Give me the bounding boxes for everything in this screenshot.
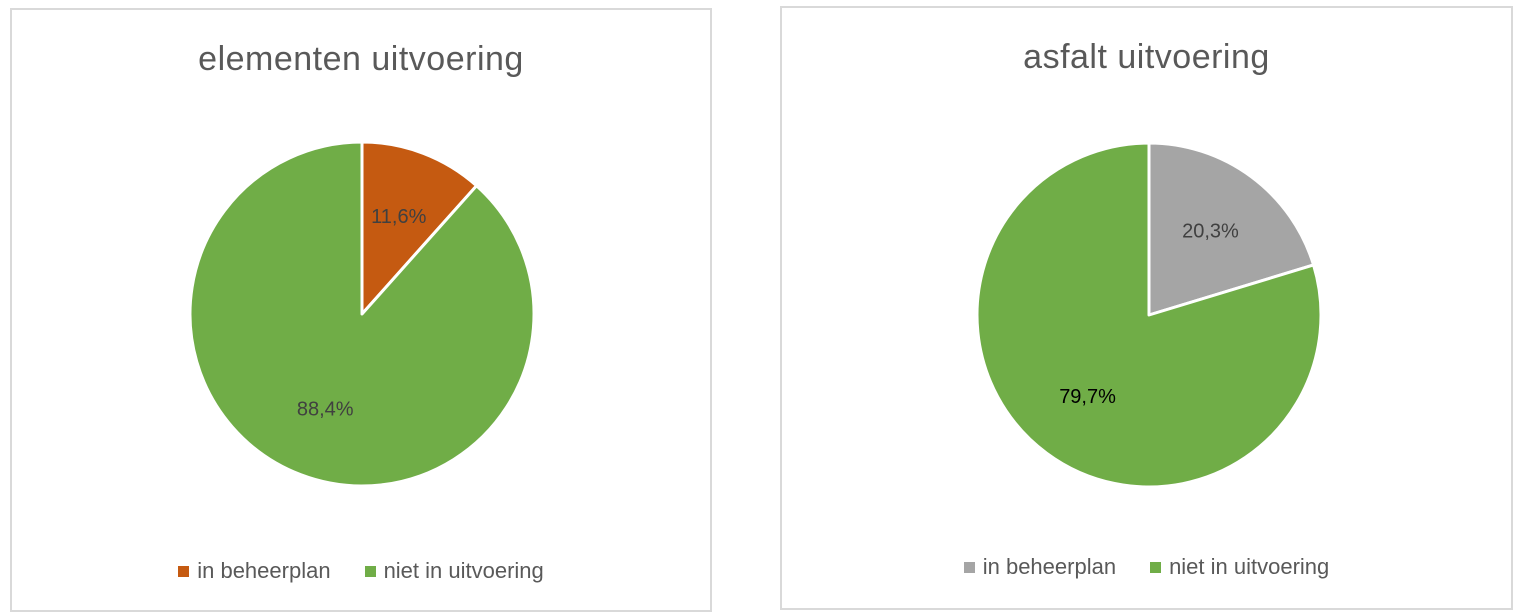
chart-title: elementen uitvoering (198, 40, 524, 78)
legend-label: niet in uitvoering (1169, 554, 1330, 579)
legend-item-niet-in-uitvoering: niet in uitvoering (364, 558, 544, 584)
legend: in beheerplan niet in uitvoering (12, 558, 710, 584)
legend-swatch (364, 565, 376, 577)
chart-panel-asfalt: asfalt uitvoering 20,3% 79,7% in beheerpl… (780, 6, 1513, 610)
data-label: 88,4% (297, 399, 354, 421)
legend-item-niet-in-uitvoering: niet in uitvoering (1150, 554, 1329, 580)
legend-swatch (178, 565, 190, 577)
legend-label: in beheerplan (197, 558, 331, 583)
legend-item-in-beheerplan: in beheerplan (178, 558, 331, 584)
legend: in beheerplan niet in uitvoering (782, 554, 1511, 580)
pie-chart: 20,3% 79,7% (975, 141, 1323, 489)
legend-label: in beheerplan (982, 554, 1117, 579)
pie-chart: 11,6% 88,4% (188, 140, 536, 488)
legend-item-in-beheerplan: in beheerplan (963, 554, 1117, 580)
legend-swatch (963, 561, 975, 573)
legend-swatch (1150, 561, 1162, 573)
chart-title: asfalt uitvoering (1023, 38, 1270, 76)
legend-label: niet in uitvoering (383, 558, 544, 583)
pie-slice-niet-in-uitvoering (188, 140, 536, 488)
pie-slice-in-beheerplan (360, 140, 479, 316)
data-label: 20,3% (1182, 220, 1239, 242)
chart-panel-elementen: elementen uitvoering 11,6% 88,4% in behee… (10, 8, 712, 612)
data-label: 79,7% (1059, 386, 1116, 408)
pie-slice-in-beheerplan (1147, 141, 1316, 317)
data-label: 11,6% (371, 206, 426, 228)
pie-slice-niet-in-uitvoering (975, 141, 1323, 489)
